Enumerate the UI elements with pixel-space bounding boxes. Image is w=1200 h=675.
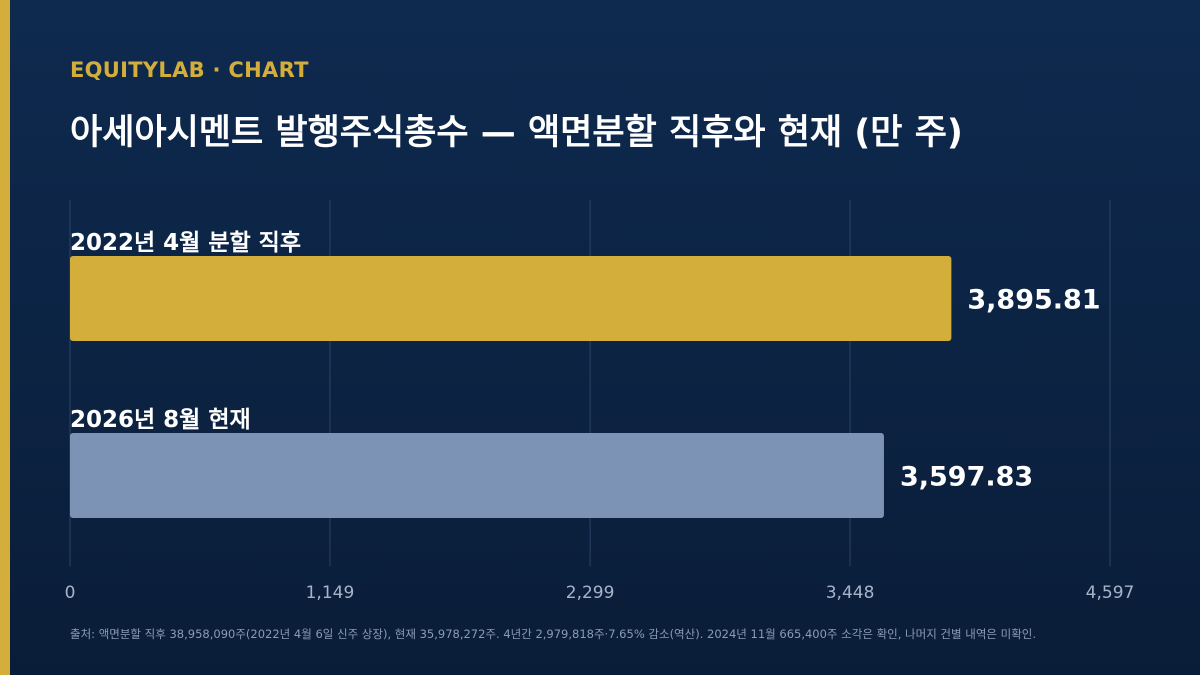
brand-label: EQUITYLAB · CHART	[70, 58, 309, 82]
x-tick-label: 0	[65, 583, 76, 603]
source-note: 출처: 액면분할 직후 38,958,090주(2022년 4월 6일 신주 상…	[70, 627, 1037, 641]
value-label: 3,895.81	[967, 285, 1100, 316]
category-label: 2022년 4월 분할 직후	[70, 230, 301, 256]
bar	[70, 256, 952, 341]
chart-title: 아세아시멘트 발행주식총수 — 액면분할 직후와 현재 (만 주)	[70, 113, 963, 153]
accent-strip	[0, 0, 10, 675]
x-tick-label: 1,149	[306, 583, 355, 603]
bar	[70, 433, 884, 518]
x-tick-label: 2,299	[566, 583, 615, 603]
x-tick-label: 4,597	[1086, 583, 1135, 603]
category-label: 2026년 8월 현재	[70, 407, 251, 433]
value-label: 3,597.83	[900, 462, 1033, 493]
x-tick-label: 3,448	[826, 583, 875, 603]
